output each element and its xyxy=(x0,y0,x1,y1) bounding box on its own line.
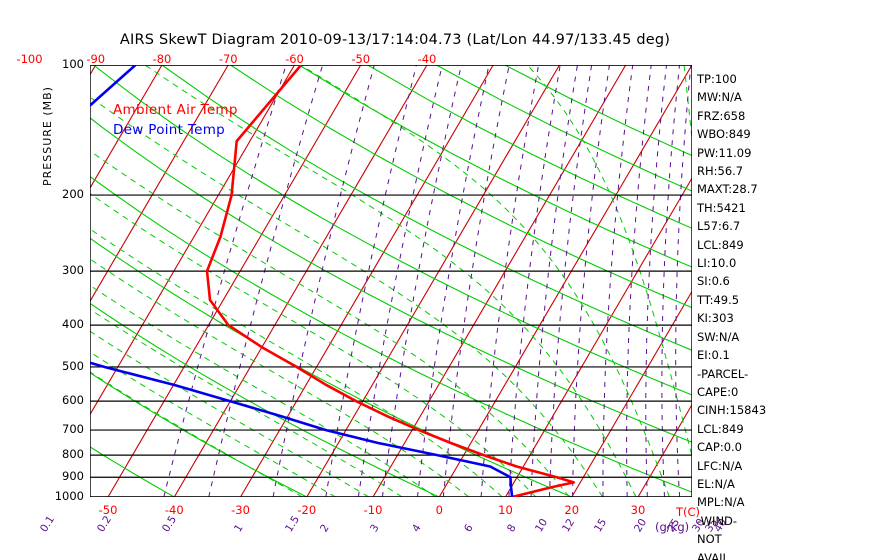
pressure-tick: 500 xyxy=(62,358,84,373)
bottom-temp-tick: 20 xyxy=(564,503,580,517)
stat-line: SI:0.6 xyxy=(697,274,730,289)
pressure-tick: 300 xyxy=(62,263,84,278)
stat-line: CINH:15843 xyxy=(697,403,767,418)
bottom-temp-tick: -50 xyxy=(98,503,118,517)
pressure-axis-ticks: 100 200 300 400 500 600 700 800 900 1000 xyxy=(18,57,84,503)
stat-line: PW:11.09 xyxy=(697,145,752,160)
pressure-tick: 400 xyxy=(62,317,84,332)
stat-line: WBO:849 xyxy=(697,127,751,142)
stat-line: LCL:849 xyxy=(697,421,744,436)
bottom-temp-tick: 10 xyxy=(498,503,513,517)
top-temperature-axis: -120-110-100-90-80-70-60-50-40 xyxy=(0,52,870,68)
pressure-axis-label: PRESSURE (MB) xyxy=(41,86,54,186)
stat-line: RH:56.7 xyxy=(697,164,744,179)
pressure-tick: 1000 xyxy=(54,489,84,503)
skewt-grid xyxy=(90,65,692,497)
legend-dew-point-temp: Dew Point Temp xyxy=(113,122,226,138)
stat-line: FRZ:658 xyxy=(697,108,746,123)
mixing-ratio-tick: 3 xyxy=(368,522,382,535)
mixing-ratio-tick: 0.2 xyxy=(95,513,115,535)
pressure-tick: 700 xyxy=(62,422,84,437)
mixing-ratio-tick: 20 xyxy=(632,516,650,535)
stat-line: CAP:0.0 xyxy=(697,440,742,455)
top-temp-tick: -40 xyxy=(417,52,437,66)
top-temp-tick: -100 xyxy=(16,52,43,66)
stat-line: AVAIL xyxy=(697,550,729,560)
top-temp-tick: -60 xyxy=(285,52,304,66)
mixing-ratio-tick: 8 xyxy=(505,522,519,535)
legend-ambient-air-temp: Ambient Air Temp xyxy=(113,102,238,118)
stat-line: LCL:849 xyxy=(697,237,744,252)
mixing-ratio-tick: 6 xyxy=(462,522,476,535)
mixing-ratio-unit-label: (g/kg) xyxy=(655,520,690,534)
stat-line: CAPE:0 xyxy=(697,384,739,399)
stat-line: -WIND- xyxy=(697,513,738,528)
stat-line: KI:303 xyxy=(697,311,734,326)
sounding-curve xyxy=(90,65,514,497)
mixing-ratio-tick: 4 xyxy=(410,522,424,535)
bottom-temp-tick: -10 xyxy=(363,503,383,517)
mixing-ratio-tick: 1.5 xyxy=(283,513,303,535)
top-temp-tick: -70 xyxy=(218,52,238,66)
pressure-tick: 100 xyxy=(62,57,84,71)
pressure-tick: 800 xyxy=(62,447,84,462)
stat-line: EI:0.1 xyxy=(697,348,730,363)
pressure-tick: 900 xyxy=(62,469,84,484)
stat-line: MAXT:28.7 xyxy=(697,182,758,197)
top-temp-tick: -90 xyxy=(86,52,106,66)
bottom-temperature-axis: -50 -40 -30 -20 -10 0 10 20 30 xyxy=(0,503,870,521)
stat-line: EL:N/A xyxy=(697,476,735,491)
skewt-sounding-curves xyxy=(90,65,576,497)
stat-line: MW:N/A xyxy=(697,90,742,105)
stat-line: -PARCEL- xyxy=(697,366,749,381)
pressure-tick: 600 xyxy=(62,393,84,408)
skewt-plot-area xyxy=(90,65,692,497)
sounding-statistics-panel: TP:100 MW:N/A FRZ:658 WBO:849 PW:11.09 RH:56.… xyxy=(697,70,865,560)
pressure-tick: 200 xyxy=(62,187,84,202)
stat-line: TP:100 xyxy=(697,72,737,86)
stat-line: TH:5421 xyxy=(697,200,746,215)
bottom-temp-tick: -40 xyxy=(164,503,184,517)
mixing-ratio-tick: 10 xyxy=(533,516,551,535)
stat-line: MPL:N/A xyxy=(697,495,745,510)
mixing-ratio-tick: 12 xyxy=(560,516,578,535)
top-temp-tick: -80 xyxy=(152,52,172,66)
bottom-temp-tick: -30 xyxy=(231,503,250,517)
stat-line: NOT xyxy=(697,532,722,547)
bottom-temp-tick: 0 xyxy=(435,503,443,517)
stat-line: SW:N/A xyxy=(697,329,740,344)
stat-line: L57:6.7 xyxy=(697,219,741,234)
mixing-ratio-tick: 0.1 xyxy=(38,513,58,535)
stat-line: LFC:N/A xyxy=(697,458,743,473)
mixing-ratio-tick: 15 xyxy=(592,516,610,535)
bottom-temp-tick: -20 xyxy=(297,503,317,517)
sounding-curve xyxy=(205,65,576,497)
page-title: AIRS SkewT Diagram 2010-09-13/17:14:04.7… xyxy=(119,32,671,48)
stat-line: TT:49.5 xyxy=(697,292,740,307)
temperature-unit-label: T(C) xyxy=(676,505,701,519)
mixing-ratio-tick: 2 xyxy=(318,522,332,535)
bottom-temp-tick: 30 xyxy=(630,503,646,517)
mixing-ratio-tick: 1 xyxy=(232,522,246,535)
top-temp-tick: -50 xyxy=(351,52,371,66)
mixing-ratio-tick: 0.5 xyxy=(160,513,180,535)
stat-line: LI:10.0 xyxy=(697,256,737,271)
